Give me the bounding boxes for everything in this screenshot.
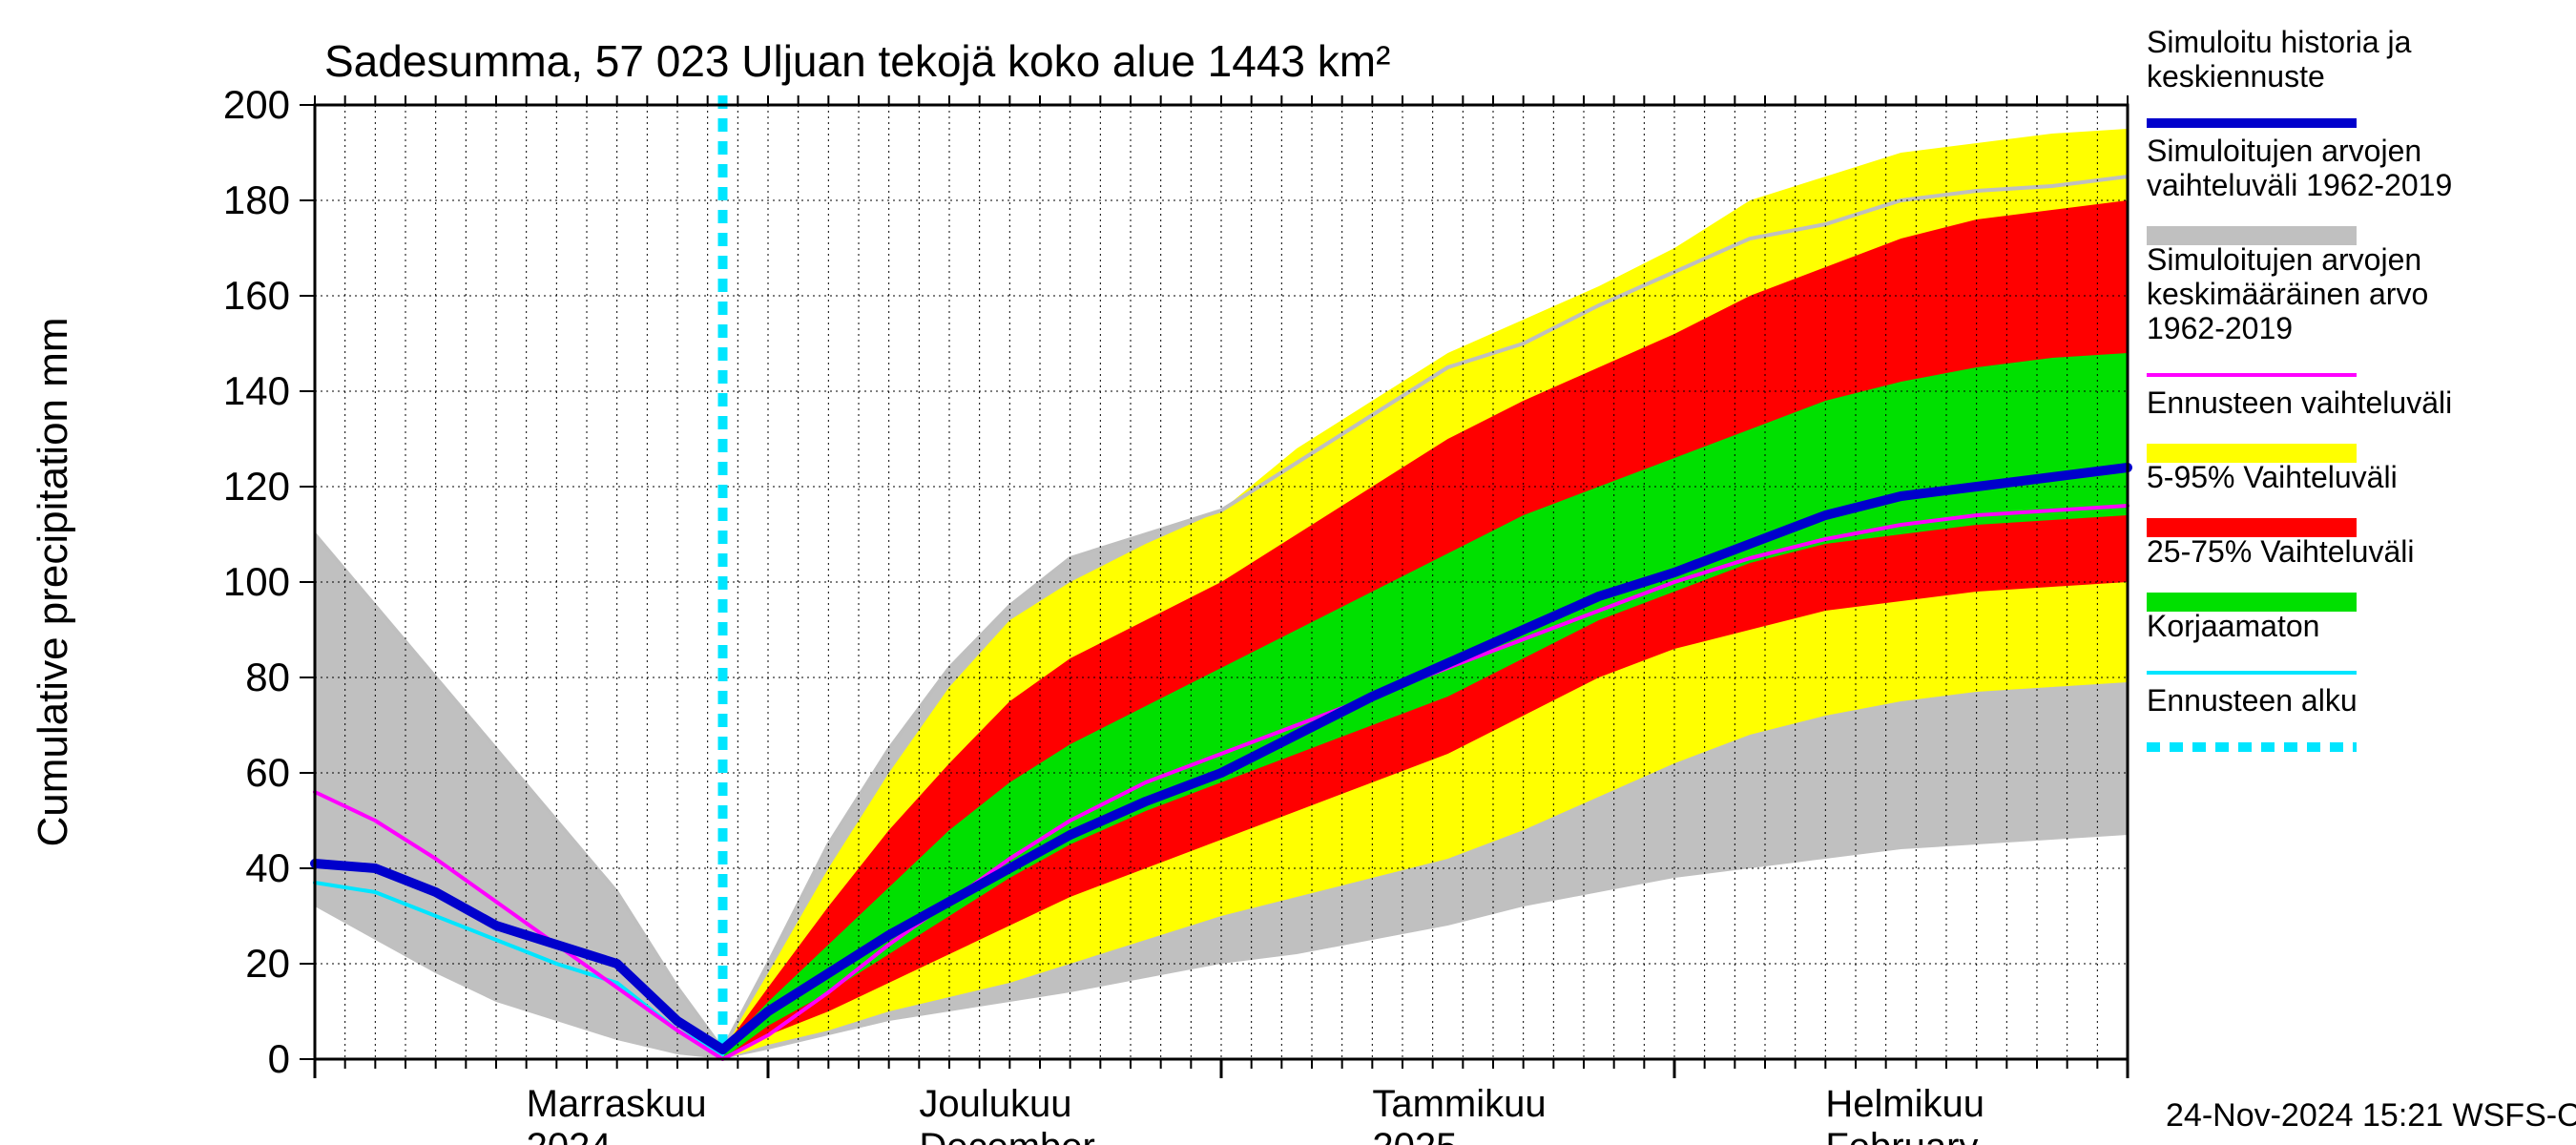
legend-label: 25-75% Vaihteluväli — [2147, 534, 2414, 569]
chart-title: Sadesumma, 57 023 Uljuan tekojä koko alu… — [324, 36, 1390, 86]
svg-text:120: 120 — [223, 464, 290, 509]
legend-label: Simuloitu historia ja — [2147, 25, 2412, 59]
svg-text:60: 60 — [245, 750, 290, 795]
legend-label: 5-95% Vaihteluväli — [2147, 460, 2398, 494]
x-month-label: Joulukuu — [919, 1083, 1071, 1125]
legend-label: Simuloitujen arvojen — [2147, 242, 2421, 277]
svg-text:160: 160 — [223, 273, 290, 318]
legend-label: Simuloitujen arvojen — [2147, 134, 2421, 168]
legend-label: vaihteluväli 1962-2019 — [2147, 168, 2452, 202]
x-month-label: Tammikuu — [1372, 1083, 1546, 1125]
precipitation-chart: 0 20 40 60 80 100 120 140 160 180 200 Sadesumma, 57… — [0, 0, 2576, 1145]
svg-text:140: 140 — [223, 368, 290, 413]
legend-label: keskimääräinen arvo — [2147, 277, 2428, 311]
y-axis-label: Cumulative precipitation mm — [30, 317, 76, 846]
legend-label: keskiennuste — [2147, 59, 2325, 94]
x-month-label: Marraskuu — [527, 1083, 707, 1125]
legend-label: Ennusteen alku — [2147, 683, 2358, 718]
x-month-sublabel: 2024 — [527, 1126, 612, 1145]
svg-text:200: 200 — [223, 82, 290, 127]
x-month-sublabel: February — [1825, 1126, 1978, 1145]
svg-text:80: 80 — [245, 655, 290, 699]
svg-text:100: 100 — [223, 559, 290, 604]
svg-text:0: 0 — [268, 1036, 290, 1081]
svg-text:40: 40 — [245, 845, 290, 890]
svg-text:180: 180 — [223, 177, 290, 222]
x-month-label: Helmikuu — [1825, 1083, 1984, 1125]
x-month-sublabel: 2025 — [1372, 1126, 1457, 1145]
x-month-sublabel: December — [919, 1126, 1095, 1145]
legend-label: 1962-2019 — [2147, 311, 2293, 345]
legend-label: Korjaamaton — [2147, 609, 2319, 643]
timestamp-label: 24-Nov-2024 15:21 WSFS-O — [2166, 1097, 2576, 1134]
svg-text:20: 20 — [245, 941, 290, 986]
legend-label: Ennusteen vaihteluväli — [2147, 385, 2452, 420]
